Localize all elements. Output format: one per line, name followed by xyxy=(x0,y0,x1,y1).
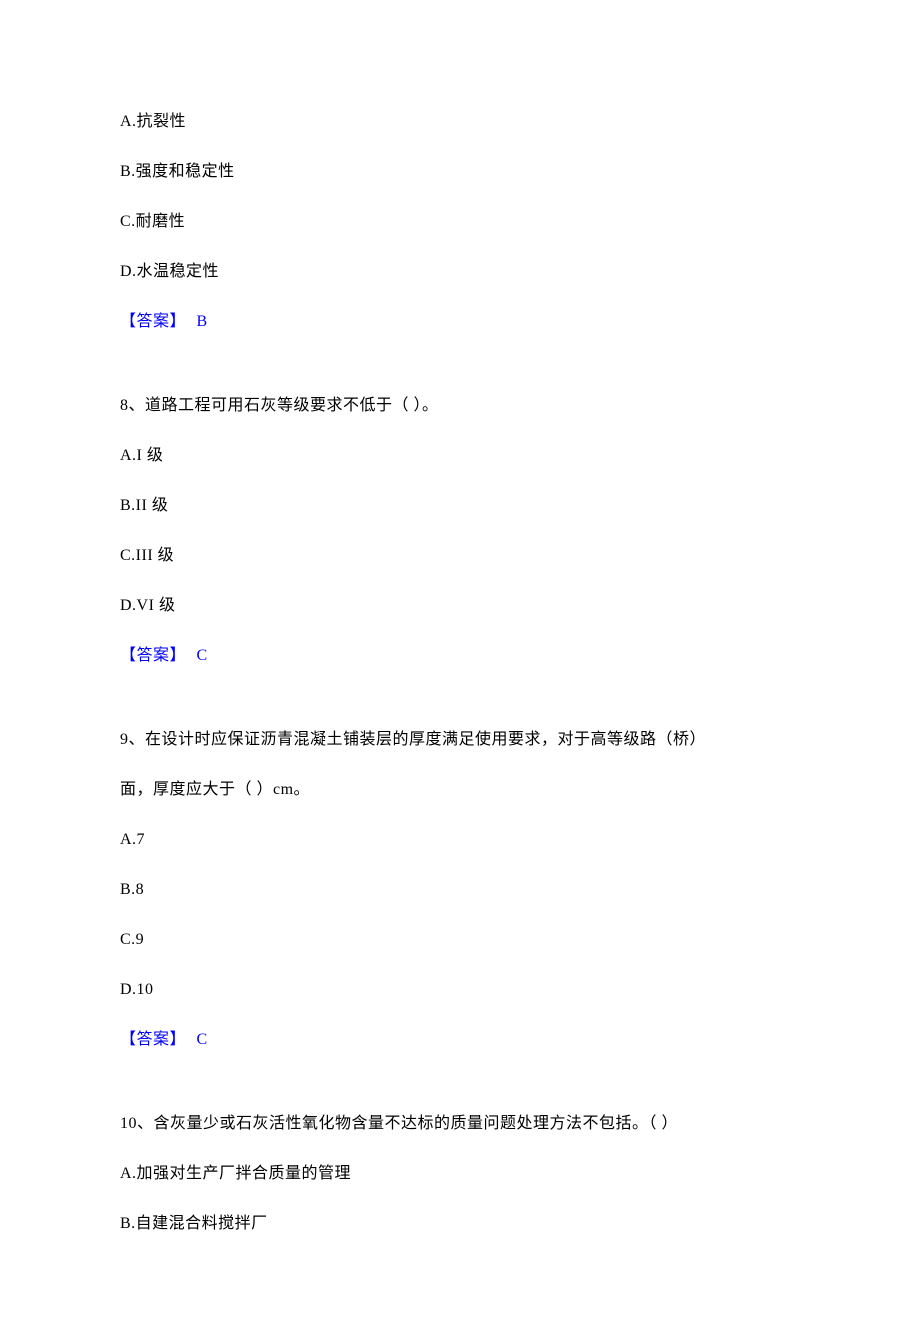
q7-answer-label: 【答案】 xyxy=(120,313,186,330)
q10-stem: 10、含灰量少或石灰活性氧化物含量不达标的质量问题处理方法不包括。（ ） xyxy=(120,1112,800,1136)
q7-option-c: C.耐磨性 xyxy=(120,210,800,234)
exam-page: A.抗裂性 B.强度和稳定性 C.耐磨性 D.水温稳定性 【答案】 B 8、道路… xyxy=(0,0,920,1322)
q8-answer: 【答案】 C xyxy=(120,644,800,668)
q9-option-c: C.9 xyxy=(120,928,800,952)
q7-option-b: B.强度和稳定性 xyxy=(120,160,800,184)
q8-option-a: A.I 级 xyxy=(120,444,800,468)
q8-answer-label: 【答案】 xyxy=(120,647,186,664)
q9-option-d: D.10 xyxy=(120,978,800,1002)
q9-answer-label: 【答案】 xyxy=(120,1031,186,1048)
q7-option-d: D.水温稳定性 xyxy=(120,260,800,284)
q7-answer-letter: B xyxy=(197,313,208,330)
q8-stem: 8、道路工程可用石灰等级要求不低于（ ）。 xyxy=(120,394,800,418)
q8-answer-letter: C xyxy=(197,647,208,664)
q9-option-a: A.7 xyxy=(120,828,800,852)
q9-answer: 【答案】 C xyxy=(120,1028,800,1052)
q9-option-b: B.8 xyxy=(120,878,800,902)
q8-option-b: B.II 级 xyxy=(120,494,800,518)
q8-option-d: D.VI 级 xyxy=(120,594,800,618)
q8-option-c: C.III 级 xyxy=(120,544,800,568)
q10-option-b: B.自建混合料搅拌厂 xyxy=(120,1212,800,1236)
q7-answer: 【答案】 B xyxy=(120,310,800,334)
q9-stem-line1: 9、在设计时应保证沥青混凝土铺装层的厚度满足使用要求，对于高等级路（桥） xyxy=(120,728,800,752)
q9-answer-letter: C xyxy=(197,1031,208,1048)
q10-option-a: A.加强对生产厂拌合质量的管理 xyxy=(120,1162,800,1186)
q9-stem-line2: 面，厚度应大于（ ）cm。 xyxy=(120,778,800,802)
q7-option-a: A.抗裂性 xyxy=(120,110,800,134)
